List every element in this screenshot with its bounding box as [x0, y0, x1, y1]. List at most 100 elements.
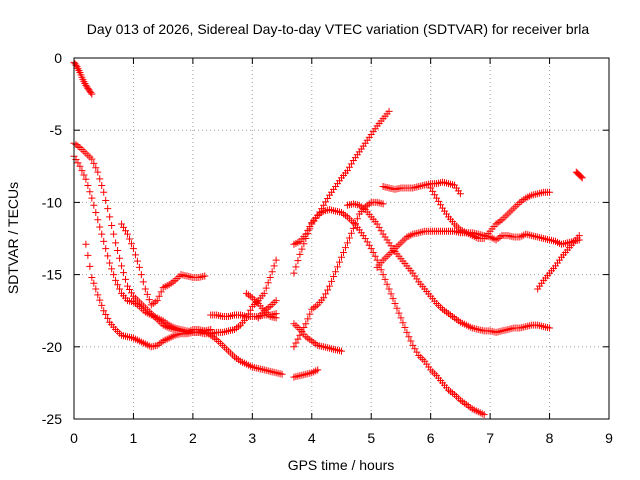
y-tick-label: -10: [42, 194, 62, 210]
data-point: [371, 252, 379, 260]
data-point: [300, 240, 308, 248]
data-point: [387, 290, 395, 298]
data-point: [278, 370, 286, 378]
data-point: [338, 347, 345, 355]
data-point: [302, 235, 310, 242]
data-point: [108, 265, 116, 273]
x-axis-title: GPS time / hours: [288, 457, 395, 473]
chart-title: Day 013 of 2026, Sidereal Day-to-day VTE…: [87, 21, 590, 37]
data-point: [385, 107, 393, 115]
data-point: [96, 175, 104, 183]
series-arc-13: [290, 320, 345, 355]
data-point: [292, 263, 300, 271]
data-point: [90, 201, 98, 209]
data-point: [98, 230, 106, 238]
data-point: [145, 296, 153, 304]
data-point: [326, 282, 334, 290]
data-point: [272, 314, 280, 322]
data-point: [399, 319, 407, 327]
data-point: [127, 240, 135, 248]
data-point: [304, 315, 312, 323]
data-point: [90, 279, 98, 287]
data-point: [304, 230, 312, 238]
data-point: [330, 273, 338, 281]
data-point: [339, 248, 347, 256]
y-tick-label: -25: [42, 411, 62, 427]
data-point: [84, 251, 92, 259]
data-point: [86, 262, 94, 270]
data-point: [320, 294, 328, 302]
data-point: [328, 277, 336, 285]
x-tick-label: 5: [367, 430, 375, 446]
data-point: [94, 168, 102, 176]
grid: [74, 58, 609, 419]
x-tick-label: 8: [546, 430, 554, 446]
series-arc-4: [82, 240, 215, 351]
data-point: [338, 253, 345, 261]
data-point: [153, 297, 161, 305]
data-point: [92, 164, 100, 172]
data-point: [347, 229, 355, 237]
data-point: [272, 297, 280, 305]
data-point: [102, 196, 110, 204]
data-point: [262, 284, 270, 292]
data-point: [201, 272, 209, 280]
data-point: [306, 310, 314, 318]
data-point: [546, 324, 554, 332]
series-arc-1: [70, 58, 96, 98]
y-tick-label: -15: [42, 267, 62, 283]
data-point: [349, 224, 357, 232]
data-point: [373, 256, 381, 264]
data-point: [104, 252, 112, 260]
data-point: [88, 273, 96, 281]
data-point: [575, 232, 583, 240]
data-point: [383, 280, 391, 288]
data-point: [345, 234, 353, 242]
data-point: [88, 90, 96, 98]
series-arc-14: [290, 366, 322, 381]
series-arc-5: [118, 220, 209, 309]
data-point: [207, 325, 215, 333]
data-point: [143, 290, 151, 298]
data-point: [272, 256, 280, 264]
series-arc-18: [427, 184, 554, 242]
series-arc-9: [254, 297, 280, 322]
data-point: [290, 269, 298, 277]
data-point: [100, 188, 108, 196]
data-point: [343, 239, 351, 247]
series-arc-17: [379, 178, 464, 198]
data-point: [129, 245, 137, 253]
data-point: [133, 257, 141, 265]
data-point: [114, 247, 122, 255]
data-point: [116, 254, 124, 262]
data-point: [131, 251, 139, 259]
data-point: [397, 314, 405, 322]
data-point: [578, 174, 586, 182]
x-axis: 0 1 2 3 4 5 6 7 8 9: [70, 58, 613, 446]
x-tick-label: 0: [70, 430, 78, 446]
data-point: [377, 266, 385, 274]
data-point: [264, 279, 272, 287]
series-arc-20: [572, 168, 586, 182]
data-point: [80, 171, 88, 179]
data-point: [92, 285, 100, 293]
y-tick-label: 0: [54, 50, 62, 66]
data-point: [369, 248, 377, 256]
data-point: [106, 213, 114, 221]
data-point: [135, 263, 143, 271]
data-point: [96, 296, 104, 304]
data-point: [322, 290, 330, 298]
data-point: [120, 269, 128, 277]
data-point: [106, 259, 114, 267]
x-tick-label: 4: [308, 430, 316, 446]
x-tick-label: 3: [248, 430, 256, 446]
data-point: [84, 182, 92, 190]
series-arc-7: [231, 256, 280, 333]
data-point: [577, 173, 585, 181]
data-point: [456, 190, 464, 198]
data-point: [122, 275, 130, 283]
data-point: [266, 273, 274, 281]
data-point: [139, 278, 147, 286]
data-point: [100, 237, 108, 245]
